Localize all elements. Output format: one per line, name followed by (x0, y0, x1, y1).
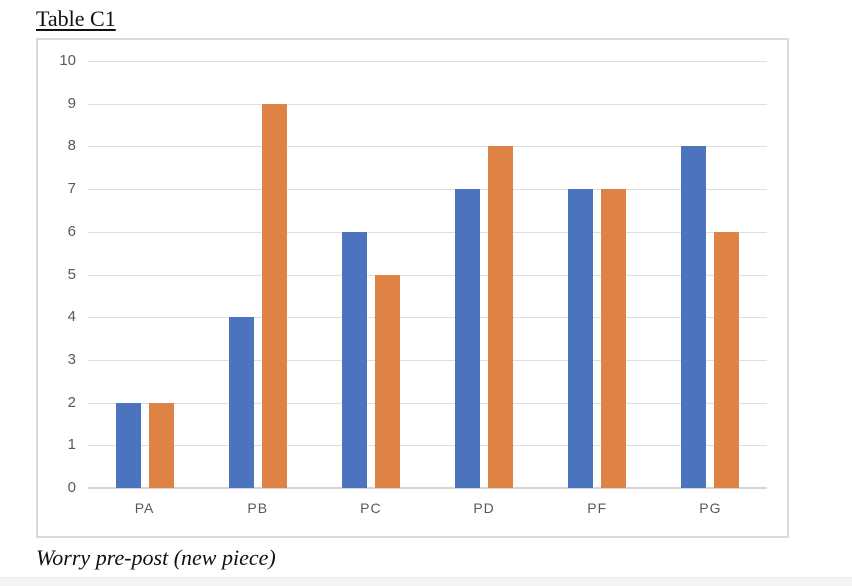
x-category-label: PB (247, 500, 269, 516)
y-tick-label: 9 (67, 94, 76, 112)
page-edge-strip (0, 577, 852, 586)
x-category-label: PC (360, 500, 382, 516)
y-tick-label: 1 (67, 436, 76, 454)
gridline (88, 146, 767, 148)
y-tick-label: 0 (67, 479, 76, 496)
y-tick-label: 5 (67, 265, 76, 283)
y-tick-label: 4 (67, 308, 76, 326)
bar-series2-PD (488, 146, 514, 488)
y-tick-label: 10 (59, 52, 76, 69)
gridline (88, 61, 767, 62)
y-tick-label: 8 (67, 137, 76, 155)
y-tick-label: 7 (67, 180, 76, 198)
bar-series1-PC (341, 231, 367, 488)
y-tick-label: 3 (67, 350, 76, 368)
gridline (88, 103, 767, 105)
x-category-label: PA (134, 500, 155, 516)
bar-series1-PA (115, 402, 141, 488)
gridline (88, 189, 767, 191)
bar-series2-PC (374, 274, 400, 488)
x-category-label: PD (473, 500, 495, 516)
gridline (88, 359, 767, 361)
figure-caption: Worry pre-post (new piece) (36, 545, 276, 570)
x-category-label: PF (587, 500, 608, 516)
y-tick-label: 6 (67, 222, 76, 240)
bar-series1-PD (455, 189, 481, 488)
bar-series2-PG (714, 231, 740, 488)
x-axis-line (88, 487, 767, 489)
bar-series2-PA (148, 402, 174, 488)
bar-series2-PB (261, 103, 287, 488)
y-tick-label: 2 (67, 393, 76, 411)
figure-title: Table C1 (36, 6, 116, 31)
bar-series2-PF (601, 189, 627, 488)
bar-chart-frame: 0 1 2 3 4 5 6 7 8 9 10 PA PB PC PD PF PG (36, 38, 789, 538)
gridline (88, 231, 767, 233)
bar-series1-PG (681, 146, 707, 488)
bar-series1-PF (568, 189, 594, 488)
gridline (88, 445, 767, 447)
gridline (88, 274, 767, 276)
gridline (88, 402, 767, 404)
x-category-label: PG (699, 500, 722, 516)
gridline (88, 317, 767, 319)
plot-area: 0 1 2 3 4 5 6 7 8 9 10 PA PB PC PD PF PG (59, 52, 767, 516)
bar-series1-PB (228, 317, 254, 488)
